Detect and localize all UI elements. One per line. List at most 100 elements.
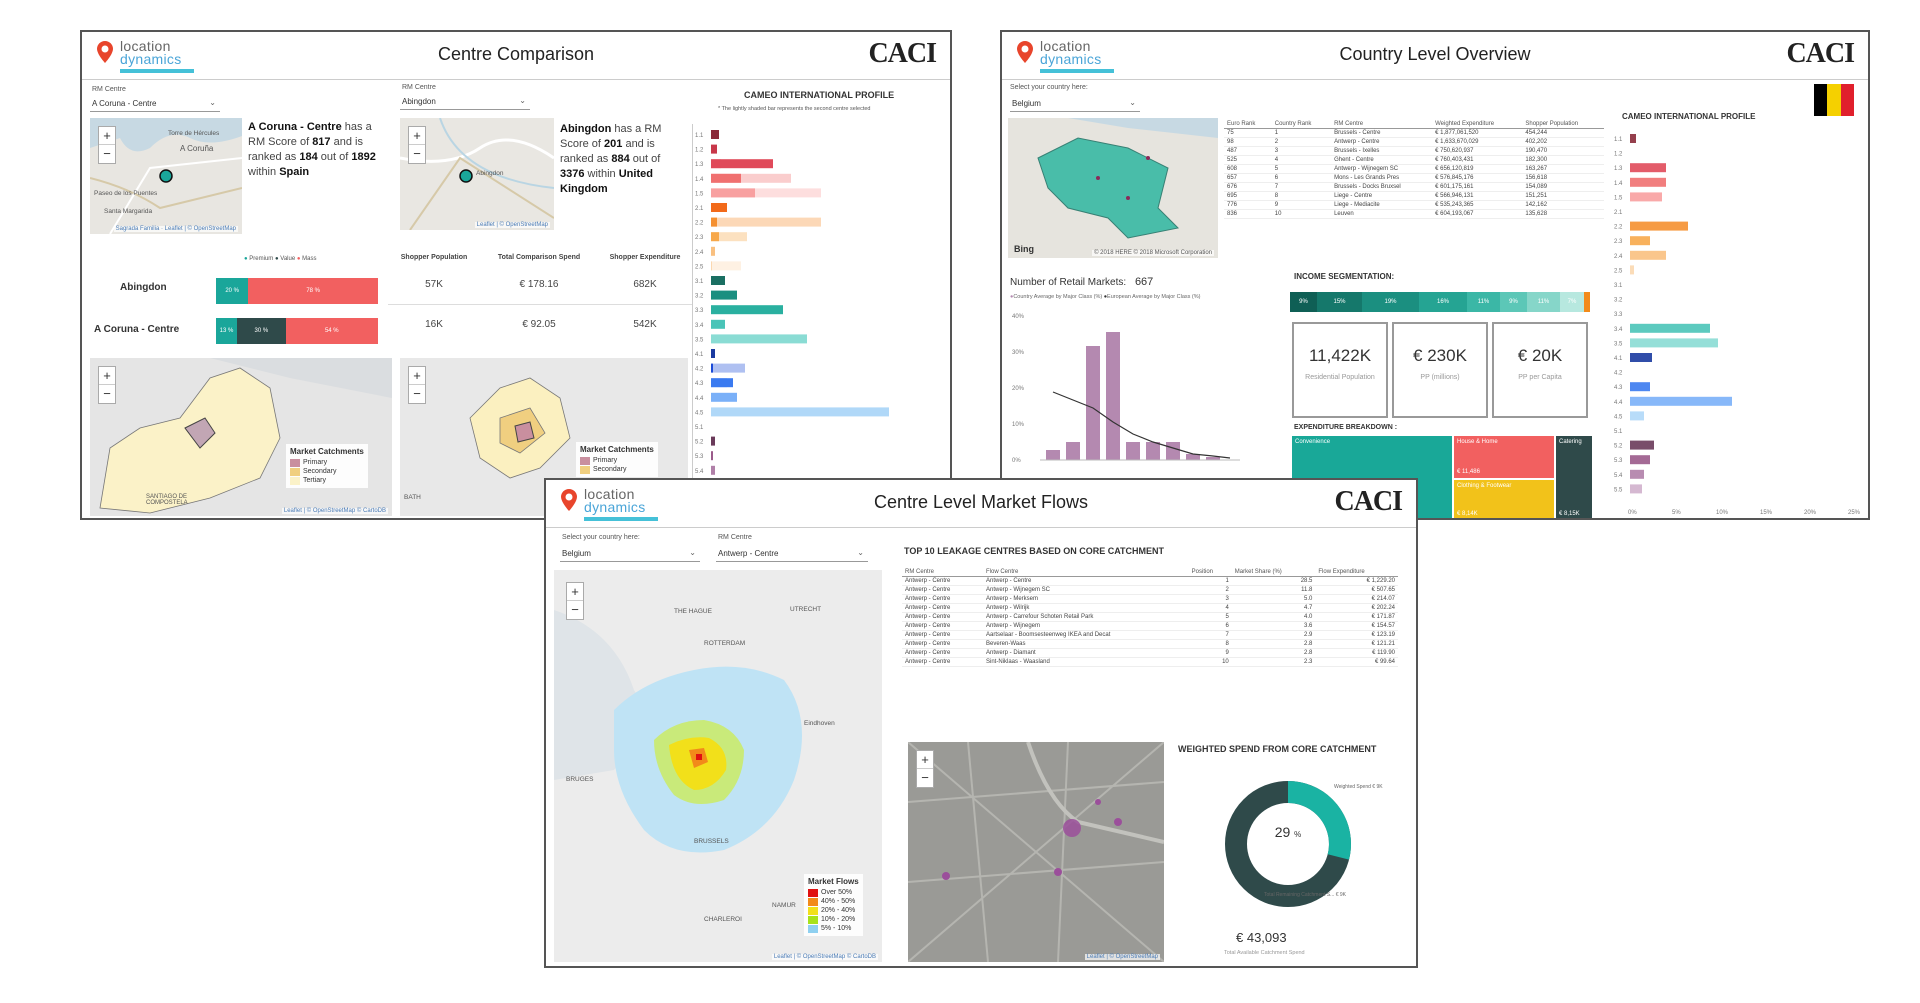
col-header[interactable]: Flow Expenditure xyxy=(1315,568,1398,577)
table-cell: Antwerp - Centre xyxy=(902,630,983,640)
table-row[interactable]: 487 3 Brussels - Ixelles € 750,620,937 190,4… xyxy=(1224,146,1604,156)
treemap-clothing[interactable]: Clothing & Footwear € 8,14K xyxy=(1454,480,1554,518)
col-header[interactable]: Shopper Population xyxy=(1522,120,1604,129)
cameo-bar xyxy=(711,144,717,154)
map-zoom-control: + − xyxy=(566,582,584,620)
legend-label: 40% - 50% xyxy=(821,898,856,905)
col-header[interactable]: Market Share (%) xyxy=(1231,568,1316,577)
col-header[interactable]: Weighted Expenditure xyxy=(1432,120,1523,129)
treemap-catering[interactable]: Catering € 8,15K xyxy=(1556,436,1592,518)
zoom-out-button[interactable]: − xyxy=(103,386,111,401)
table-row[interactable]: Antwerp - Centre Aartselaar - Boomsesteen… xyxy=(902,630,1398,640)
table-row[interactable]: 657 6 Mons - Les Grands Pres € 576,845,176 1… xyxy=(1224,173,1604,183)
table-row[interactable]: 75 1 Brussels - Centre € 1,877,061,520 454,2… xyxy=(1224,128,1604,138)
legend-swatch xyxy=(290,458,300,467)
rm-centre-dropdown-2[interactable]: Abingdon ⌄ xyxy=(400,94,530,110)
zoom-out-button[interactable]: − xyxy=(413,146,421,161)
table-row[interactable]: Antwerp - Centre Antwerp - Carrefour Scho… xyxy=(902,612,1398,622)
cameo-category-label: 1.2 xyxy=(1614,152,1623,158)
catchment-legend: Market Catchments Primary Secondary xyxy=(576,442,658,477)
country-dropdown[interactable]: Belgium ⌄ xyxy=(560,546,700,562)
table-row[interactable]: 525 4 Ghent - Centre € 760,403,431 182,300 xyxy=(1224,155,1604,165)
zoom-in-button[interactable]: + xyxy=(567,583,583,601)
table-row[interactable]: 676 7 Brussels - Docks Bruxsel € 601,175,16… xyxy=(1224,182,1604,192)
table-row[interactable]: 776 9 Liege - Mediacite € 535,243,365 142,16… xyxy=(1224,200,1604,210)
legend-label: Secondary xyxy=(303,468,337,475)
table-row[interactable]: Antwerp - Centre Sint-Niklaas - Waasland 1… xyxy=(902,657,1398,667)
col-header[interactable]: Euro Rank xyxy=(1224,120,1272,129)
table-row[interactable]: Antwerp - Centre Antwerp - Centre 1 28.5 € 1… xyxy=(902,576,1398,586)
cameo-bar xyxy=(711,203,727,212)
table-row[interactable]: Antwerp - Centre Antwerp - Merksem 3 5.0 € 2… xyxy=(902,594,1398,604)
table-cell: € 1,877,061,520 xyxy=(1432,128,1523,138)
treemap-house-home[interactable]: House & Home € 11,486 xyxy=(1454,436,1554,478)
table-row[interactable]: Antwerp - Centre Antwerp - Wijnegem 6 3.6 € … xyxy=(902,621,1398,631)
rm-centre-dropdown-1[interactable]: A Coruna - Centre ⌄ xyxy=(90,96,220,112)
zoom-in-button[interactable]: + xyxy=(409,367,425,385)
location-pin-icon xyxy=(1017,41,1033,63)
rank: 184 xyxy=(299,151,318,163)
mass-segment: 78 % xyxy=(248,278,378,304)
legend-item: 40% - 50% xyxy=(808,897,859,906)
zoom-in-button[interactable]: + xyxy=(409,127,425,145)
table-cell: 6 xyxy=(1188,621,1232,631)
cameo-category-label: 3.4 xyxy=(1614,327,1623,333)
cameo-bar xyxy=(1630,134,1636,143)
zoom-in-button[interactable]: + xyxy=(917,751,933,769)
table-cell: 2 xyxy=(1188,585,1232,595)
dropdown-value: A Coruna - Centre xyxy=(92,99,157,108)
table-row[interactable]: 836 10 Leuven € 604,193,067 135,628 xyxy=(1224,209,1604,219)
zoom-out-button[interactable]: − xyxy=(413,386,421,401)
legend-item: Over 50% xyxy=(808,888,859,897)
table-cell: Sint-Niklaas - Waasland xyxy=(982,657,1189,667)
cameo-category-label: 3.3 xyxy=(1614,312,1623,318)
market-flows-panel: location dynamics Centre Level Market Fl… xyxy=(544,478,1418,968)
table-cell: 98 xyxy=(1224,137,1272,147)
rm-centre-label-2: RM Centre xyxy=(402,84,436,91)
map-attribution: Leaflet | © OpenStreetMap © CartoDB xyxy=(281,508,388,514)
legend-title: Market Catchments xyxy=(290,447,364,456)
rm-centre-dropdown[interactable]: Antwerp - Centre ⌄ xyxy=(716,546,868,562)
table-row[interactable]: 608 5 Antwerp - Wijnegem SC € 656,120,819 16… xyxy=(1224,164,1604,174)
table-cell: 776 xyxy=(1224,200,1272,210)
panel-header: location dynamics Centre Comparison CACI xyxy=(82,32,950,80)
segment-row-abingdon: Abingdon 20 % 78 % xyxy=(90,276,380,304)
zoom-in-button[interactable]: + xyxy=(99,127,115,145)
table-row[interactable]: 695 8 Liege - Centre € 566,946,131 151,251 xyxy=(1224,191,1604,201)
chevron-down-icon: ⌄ xyxy=(519,96,526,105)
flow-centres-map[interactable]: + − Leaflet | © OpenStreetMap xyxy=(908,742,1164,962)
table-cell: € 656,120,819 xyxy=(1432,164,1523,174)
zoom-in-button[interactable]: + xyxy=(99,367,115,385)
table-cell: Antwerp - Wijnegem SC xyxy=(982,585,1189,595)
col-header[interactable]: Position xyxy=(1188,568,1232,577)
table-cell: € 123.19 xyxy=(1315,630,1398,640)
zoom-out-button[interactable]: − xyxy=(571,602,579,617)
table-row[interactable]: 98 2 Antwerp - Centre € 1,633,670,029 402,20… xyxy=(1224,137,1604,147)
col-header[interactable]: RM Centre xyxy=(1331,120,1433,129)
table-row[interactable]: Antwerp - Centre Antwerp - Wilrijk 4 4.7 € 2… xyxy=(902,603,1398,613)
stats-col: Total Comparison Spend xyxy=(497,254,581,261)
col-header[interactable]: RM Centre xyxy=(902,568,983,577)
cameo-bar xyxy=(711,436,715,446)
belgium-flag-icon xyxy=(1814,84,1854,116)
cameo-category-label: 2.1 xyxy=(1614,210,1623,216)
centre-map-abingdon[interactable]: + − Abingdon Leaflet | © OpenStreetMap xyxy=(400,118,554,230)
table-row[interactable]: Antwerp - Centre Antwerp - Diamant 9 2.8 € 1… xyxy=(902,648,1398,658)
col-header[interactable]: Flow Centre xyxy=(982,568,1189,577)
centre-map-a-coruna[interactable]: + − Torre de Hércules A Coruña Paseo de l… xyxy=(90,118,242,234)
col-header[interactable]: Country Rank xyxy=(1271,120,1332,129)
table-row[interactable]: Antwerp - Centre Antwerp - Wijnegem SC 2 11… xyxy=(902,585,1398,595)
table-cell: 28.5 xyxy=(1231,576,1316,586)
catchment-map-a[interactable]: + − SANTIAGO DE COMPOSTELA Market Catchme… xyxy=(90,358,392,516)
cameo-category-label: 1.3 xyxy=(1614,166,1623,172)
zoom-out-button[interactable]: − xyxy=(921,770,929,785)
market-flows-map[interactable]: + − THE HAGUE UTRECHT ROTTERDAM BRUGES BR… xyxy=(554,570,882,962)
table-cell: 135,628 xyxy=(1522,209,1604,219)
cameo-bar xyxy=(1630,163,1666,173)
country-map[interactable]: Bing © 2018 HERE © 2018 Microsoft Corpor… xyxy=(1008,118,1218,258)
country-dropdown[interactable]: Belgium ⌄ xyxy=(1010,96,1140,112)
bar xyxy=(1146,442,1160,460)
income-title: INCOME SEGMENTATION: xyxy=(1294,272,1395,281)
zoom-out-button[interactable]: − xyxy=(103,146,111,161)
table-row[interactable]: Antwerp - Centre Beveren-Waas 8 2.8 € 121.21 xyxy=(902,639,1398,649)
